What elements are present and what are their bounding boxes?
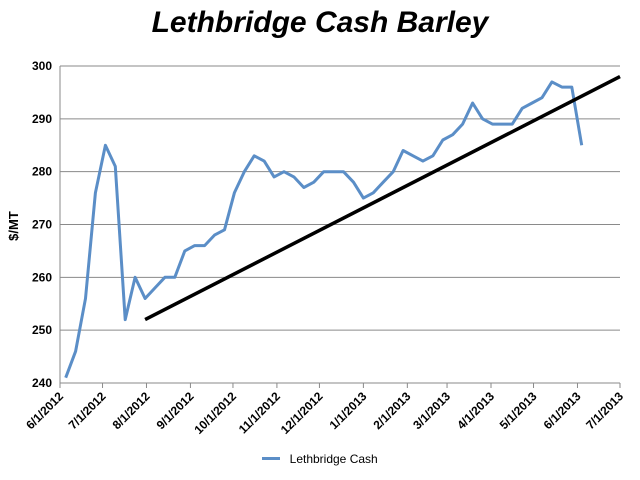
series-lines <box>64 75 621 379</box>
x-tick-label: 1/1/2013 <box>327 389 370 432</box>
legend-label: Lethbridge Cash <box>289 452 378 466</box>
x-tick-label: 5/1/2013 <box>497 389 540 432</box>
legend-swatch <box>262 457 281 461</box>
legend: Lethbridge Cash <box>0 452 640 466</box>
x-tick-label: 2/1/2013 <box>371 389 414 432</box>
x-tick-label: 4/1/2013 <box>454 389 497 432</box>
trend-line <box>144 75 621 322</box>
y-tick-label: 240 <box>32 376 52 390</box>
x-tick-label: 6/1/2013 <box>541 389 584 432</box>
y-tick-label: 250 <box>32 323 52 337</box>
x-tick-label: 10/1/2012 <box>191 389 239 437</box>
series-line-lethbridge-cash <box>64 80 584 379</box>
x-tick-label: 12/1/2012 <box>278 389 326 437</box>
y-tick-label: 290 <box>32 112 52 126</box>
y-axis-ticks: 240 250 260 270 280 290 300 <box>32 59 52 390</box>
x-tick-label: 7/1/2012 <box>66 389 109 432</box>
gridlines <box>60 65 620 384</box>
x-tick-label: 3/1/2013 <box>410 389 453 432</box>
x-tick-label: 9/1/2012 <box>154 389 197 432</box>
axes <box>59 66 620 384</box>
y-tick-label: 270 <box>32 218 52 232</box>
chart-title: Lethbridge Cash Barley <box>151 6 489 39</box>
y-tick-label: 280 <box>32 165 52 179</box>
y-axis-label: $/MT <box>6 211 21 241</box>
x-axis-ticks: 6/1/2012 7/1/2012 8/1/2012 9/1/201210/1/201… <box>23 383 626 437</box>
x-tick-label: 11/1/2012 <box>236 389 283 436</box>
x-tick-label: 8/1/2012 <box>110 389 153 432</box>
x-tick-label: 7/1/2013 <box>583 389 626 432</box>
y-tick-label: 260 <box>32 270 52 284</box>
x-tick-label: 6/1/2012 <box>23 389 66 432</box>
y-tick-label: 300 <box>32 59 52 73</box>
